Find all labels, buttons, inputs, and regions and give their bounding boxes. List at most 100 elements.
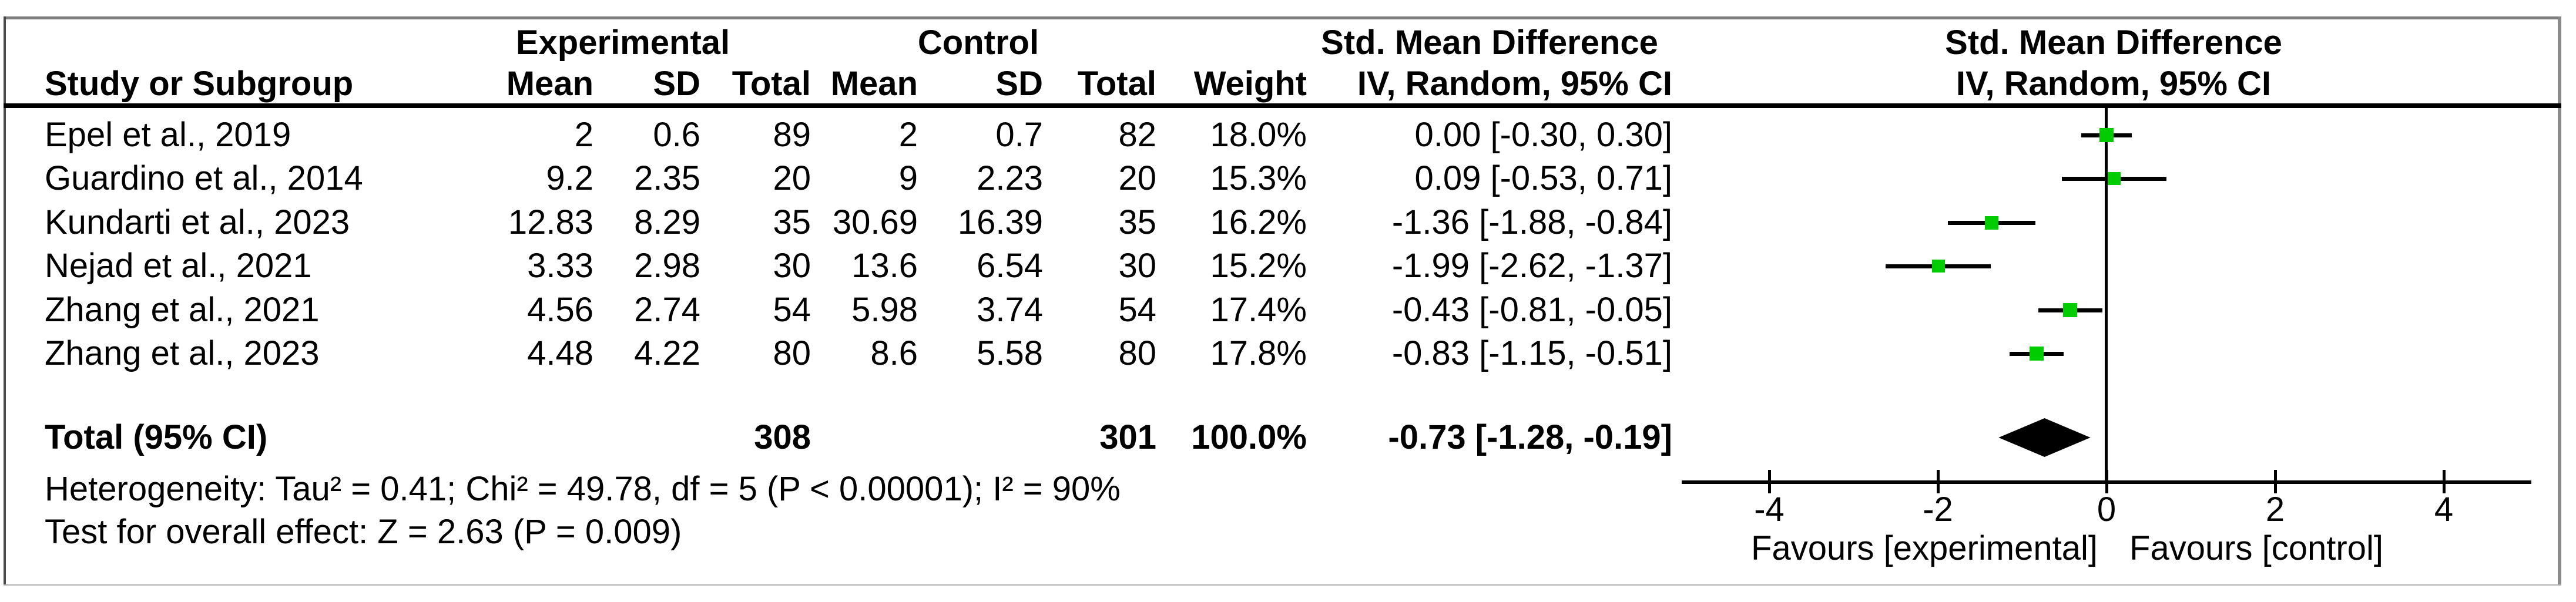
- header-underline: [4, 103, 2561, 108]
- overall-effect-test: Test for overall effect: Z = 2.63 (P = 0…: [45, 513, 682, 551]
- frame-border-left: [4, 16, 6, 586]
- col-header-ci: IV, Random, 95% CI: [1357, 65, 1672, 103]
- row-4-ctl-sd: 6.54: [977, 247, 1043, 285]
- row-5-ctl-sd: 3.74: [977, 291, 1043, 329]
- column-group-experimental: Experimental: [515, 23, 730, 62]
- row-6-exp-mean: 4.48: [527, 334, 593, 372]
- row-3-exp-total: 35: [773, 203, 811, 241]
- row-4-weight: 15.2%: [1210, 247, 1307, 285]
- total-ci-text: -0.73 [-1.28, -0.19]: [1388, 418, 1672, 456]
- row-5-ci-text: -0.43 [-0.81, -0.05]: [1391, 291, 1672, 329]
- row-5-ctl-total: 54: [1118, 291, 1156, 329]
- column-group-smd: Std. Mean Difference: [1321, 23, 1658, 62]
- row-4-ctl-total: 30: [1118, 247, 1156, 285]
- row-1-ctl-total: 82: [1118, 116, 1156, 154]
- row-3-exp-sd: 8.29: [634, 203, 700, 241]
- row-1-ctl-sd: 0.7: [995, 116, 1043, 154]
- row-5-exp-total: 54: [773, 291, 811, 329]
- row-5-exp-sd: 2.74: [634, 291, 700, 329]
- row-4-exp-sd: 2.98: [634, 247, 700, 285]
- axis-tick: [2443, 470, 2446, 493]
- row-4-exp-mean: 3.33: [527, 247, 593, 285]
- row-1-study-name: Epel et al., 2019: [45, 116, 291, 154]
- axis-tick-label: 0: [2097, 490, 2117, 529]
- axis-tick: [2105, 470, 2108, 493]
- point-estimate-marker-6: [2029, 347, 2044, 361]
- point-estimate-marker-4: [1932, 260, 1946, 273]
- col-header-exp-total: Total: [732, 65, 811, 103]
- total-ctl-n: 301: [1099, 418, 1156, 456]
- col-header-ctl-total: Total: [1077, 65, 1156, 103]
- col-header-exp-sd: SD: [653, 65, 700, 103]
- heterogeneity-stats: Heterogeneity: Tau² = 0.41; Chi² = 49.78…: [45, 470, 1121, 508]
- row-6-exp-total: 80: [773, 334, 811, 372]
- col-header-exp-mean: Mean: [506, 65, 593, 103]
- row-5-ctl-mean: 5.98: [851, 291, 918, 329]
- row-3-ctl-mean: 30.69: [832, 203, 918, 241]
- favours-left-label: Favours [experimental]: [1751, 529, 2098, 567]
- row-2-study-name: Guardino et al., 2014: [45, 159, 363, 197]
- row-5-weight: 17.4%: [1210, 291, 1307, 329]
- row-4-exp-total: 30: [773, 247, 811, 285]
- row-5-exp-mean: 4.56: [527, 291, 593, 329]
- axis-tick-label: -4: [1754, 490, 1785, 529]
- col-header-study: Study or Subgroup: [45, 65, 354, 103]
- plot-title-line1: Std. Mean Difference: [1945, 23, 2282, 62]
- frame-border-right: [2558, 16, 2561, 586]
- row-4-study-name: Nejad et al., 2021: [45, 247, 312, 285]
- favours-right-label: Favours [control]: [2129, 529, 2383, 567]
- row-6-weight: 17.8%: [1210, 334, 1307, 372]
- row-1-exp-total: 89: [773, 116, 811, 154]
- plot-title-line2: IV, Random, 95% CI: [1956, 65, 2272, 103]
- col-header-weight: Weight: [1193, 65, 1307, 103]
- axis-tick-label: -2: [1923, 490, 1953, 529]
- row-2-ctl-mean: 9: [898, 159, 918, 197]
- row-3-ctl-total: 35: [1118, 203, 1156, 241]
- total-label: Total (95% CI): [45, 418, 268, 456]
- total-exp-n: 308: [754, 418, 811, 456]
- axis-tick-label: 2: [2265, 490, 2285, 529]
- row-2-weight: 15.3%: [1210, 159, 1307, 197]
- row-2-ctl-sd: 2.23: [977, 159, 1043, 197]
- row-1-ctl-mean: 2: [898, 116, 918, 154]
- total-weight: 100.0%: [1191, 418, 1307, 456]
- column-group-control: Control: [917, 23, 1039, 62]
- row-1-exp-sd: 0.6: [653, 116, 700, 154]
- col-header-ctl-sd: SD: [995, 65, 1043, 103]
- axis-tick: [2274, 470, 2277, 493]
- row-2-exp-sd: 2.35: [634, 159, 700, 197]
- row-2-exp-total: 20: [773, 159, 811, 197]
- row-3-ctl-sd: 16.39: [957, 203, 1043, 241]
- row-6-ctl-total: 80: [1118, 334, 1156, 372]
- row-3-ci-text: -1.36 [-1.88, -0.84]: [1391, 203, 1672, 241]
- zero-reference-line: [2105, 108, 2108, 482]
- row-4-ctl-mean: 13.6: [851, 247, 918, 285]
- row-1-ci-text: 0.00 [-0.30, 0.30]: [1414, 116, 1672, 154]
- point-estimate-marker-5: [2063, 303, 2078, 317]
- total-diamond: [1998, 418, 2091, 457]
- row-3-study-name: Kundarti et al., 2023: [45, 203, 350, 241]
- frame-border-top: [4, 16, 2561, 19]
- point-estimate-marker-1: [2099, 128, 2114, 142]
- row-1-weight: 18.0%: [1210, 116, 1307, 154]
- frame-border-bottom: [4, 584, 2561, 586]
- row-1-exp-mean: 2: [574, 116, 593, 154]
- row-6-ctl-sd: 5.58: [977, 334, 1043, 372]
- row-6-exp-sd: 4.22: [634, 334, 700, 372]
- point-estimate-marker-2: [2107, 172, 2121, 185]
- row-5-study-name: Zhang et al., 2021: [45, 291, 320, 329]
- axis-tick-label: 4: [2434, 490, 2454, 529]
- row-2-exp-mean: 9.2: [546, 159, 593, 197]
- axis-tick: [1768, 470, 1771, 493]
- row-2-ctl-total: 20: [1118, 159, 1156, 197]
- row-2-ci-text: 0.09 [-0.53, 0.71]: [1414, 159, 1672, 197]
- axis-tick: [1937, 470, 1940, 493]
- row-6-ctl-mean: 8.6: [870, 334, 918, 372]
- row-6-ci-text: -0.83 [-1.15, -0.51]: [1391, 334, 1672, 372]
- col-header-ctl-mean: Mean: [830, 65, 918, 103]
- point-estimate-marker-3: [1985, 216, 1999, 230]
- row-4-ci-text: -1.99 [-2.62, -1.37]: [1391, 247, 1672, 285]
- row-3-weight: 16.2%: [1210, 203, 1307, 241]
- row-6-study-name: Zhang et al., 2023: [45, 334, 320, 372]
